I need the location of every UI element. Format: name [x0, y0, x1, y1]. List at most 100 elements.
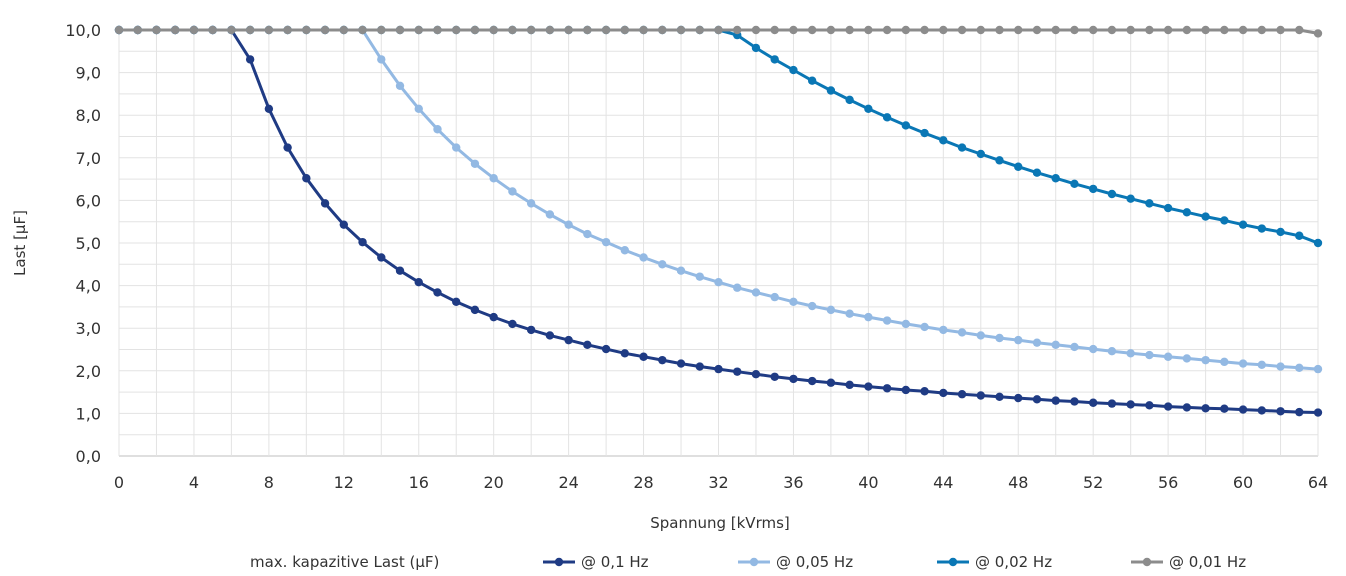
data-point	[1145, 350, 1154, 360]
data-point	[508, 319, 517, 329]
data-point	[564, 220, 573, 229]
data-point	[882, 316, 892, 325]
x-tick-label: 52	[1083, 473, 1103, 492]
data-point	[1238, 405, 1248, 414]
data-point	[545, 331, 555, 340]
data-point	[1014, 335, 1023, 345]
data-point	[733, 283, 742, 292]
data-point	[620, 25, 630, 35]
data-point	[1032, 168, 1042, 177]
data-point	[489, 312, 498, 322]
data-point	[1201, 212, 1210, 221]
data-point	[695, 25, 704, 35]
data-point	[545, 25, 555, 35]
data-point	[1201, 404, 1210, 413]
data-point	[639, 352, 648, 361]
data-point	[1126, 25, 1135, 35]
data-point	[1238, 359, 1248, 368]
data-point	[1145, 199, 1154, 208]
data-point	[1051, 174, 1060, 183]
data-point	[1163, 352, 1173, 361]
data-point	[508, 25, 517, 35]
data-point	[1163, 25, 1173, 35]
x-tick-label: 36	[783, 473, 803, 492]
data-point	[583, 340, 592, 350]
legend-title: max. kapazitive Last (µF)	[250, 553, 439, 571]
data-point	[920, 128, 929, 138]
data-point	[1257, 360, 1266, 370]
data-point	[1163, 203, 1173, 213]
data-point	[283, 25, 292, 35]
data-point	[245, 25, 255, 35]
data-point	[845, 380, 854, 390]
data-point	[1257, 25, 1266, 35]
data-point	[733, 367, 742, 376]
data-point	[601, 25, 611, 35]
data-point	[751, 43, 761, 53]
data-point	[1032, 338, 1042, 347]
data-point	[807, 25, 817, 35]
data-point	[171, 25, 180, 35]
data-point	[770, 292, 779, 302]
data-point	[807, 301, 817, 311]
data-point	[414, 104, 423, 114]
data-point	[1182, 25, 1192, 35]
data-point	[789, 297, 798, 306]
x-axis-title: Spannung [kVrms]	[650, 514, 790, 532]
data-point	[620, 349, 630, 358]
data-point	[864, 312, 873, 322]
y-axis-tick-labels: 0,0 1,0 2,0 3,0 4,0 5,0 6,0 7,0 8,0 9,0 10,0	[65, 21, 101, 466]
data-point	[564, 335, 573, 345]
data-point	[676, 25, 686, 35]
x-tick-label: 56	[1158, 473, 1178, 492]
y-tick-label: 6,0	[76, 191, 101, 210]
data-point	[1070, 397, 1079, 406]
series-group	[114, 25, 1323, 417]
data-point	[452, 143, 461, 152]
data-point	[1182, 208, 1192, 217]
x-tick-label: 48	[1008, 473, 1028, 492]
legend-item-0-02-hz: @ 0,02 Hz	[937, 553, 1052, 571]
data-point	[751, 370, 761, 379]
data-point	[976, 149, 985, 159]
data-point	[452, 297, 461, 306]
data-point	[976, 331, 985, 340]
legend-label: @ 0,02 Hz	[975, 553, 1052, 571]
data-point	[583, 25, 592, 35]
data-point	[470, 159, 480, 168]
data-point	[1257, 224, 1266, 233]
data-point	[1220, 357, 1229, 367]
data-point	[1051, 25, 1060, 35]
data-point	[807, 76, 817, 85]
data-point	[1014, 162, 1023, 171]
data-point	[882, 113, 892, 122]
data-point	[714, 25, 723, 35]
data-point	[320, 199, 330, 208]
data-point	[1313, 408, 1323, 417]
data-point	[1014, 25, 1023, 35]
data-point	[433, 25, 442, 35]
data-point	[1313, 364, 1323, 374]
data-point	[377, 253, 386, 262]
data-point	[901, 385, 911, 395]
series-0-1-hz	[114, 25, 1323, 417]
legend-marker	[749, 557, 759, 567]
x-tick-label: 8	[264, 473, 274, 492]
data-point	[1088, 344, 1098, 354]
data-point	[1220, 216, 1229, 225]
data-point	[189, 25, 199, 35]
data-point	[658, 25, 667, 35]
data-point	[395, 266, 405, 275]
y-tick-label: 3,0	[76, 319, 101, 338]
y-tick-label: 2,0	[76, 362, 101, 381]
data-point	[676, 266, 686, 275]
data-point	[695, 272, 704, 281]
data-point	[227, 25, 236, 35]
data-point	[957, 328, 967, 337]
data-point	[1070, 179, 1079, 188]
data-point	[433, 125, 442, 134]
data-point	[339, 25, 349, 35]
data-point	[789, 65, 798, 75]
grid	[118, 29, 1319, 457]
data-point	[995, 392, 1004, 401]
